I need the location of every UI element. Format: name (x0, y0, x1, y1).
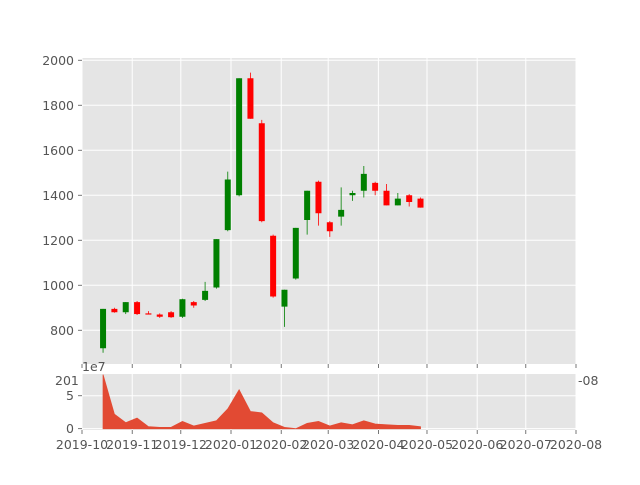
candle (224, 171, 231, 232)
candle (417, 197, 424, 208)
candle-body (236, 78, 243, 196)
candle (179, 298, 186, 318)
main-y-tick-label: 800 (50, 323, 74, 338)
overlapping-tick-fragment-right: -08 (578, 373, 598, 388)
candle-body (213, 239, 220, 288)
candle-body (122, 302, 129, 313)
main-y-tick-label: 1200 (42, 233, 74, 248)
vol-x-tick-label: 2020-03 (302, 437, 354, 452)
candle-body (258, 123, 265, 222)
price-grid (81, 58, 577, 364)
candle (349, 190, 356, 201)
candle (270, 234, 277, 298)
candle-body (315, 181, 322, 214)
main-y-tick-label: 1400 (42, 188, 74, 203)
vol-x-tick-label: 2019-11 (106, 437, 158, 452)
candle (100, 308, 107, 353)
vol-x-tick-label: 2020-06 (451, 437, 503, 452)
candle (190, 301, 197, 308)
candle-body (292, 227, 299, 279)
volume-x-ticks: 2019-102019-112019-122020-012020-022020-… (56, 430, 602, 452)
vol-x-tick-label: 2019-12 (155, 437, 207, 452)
price-x-ticks (81, 364, 577, 368)
candle-body (406, 195, 413, 202)
candle (111, 307, 118, 313)
candle (213, 239, 220, 289)
candle (383, 184, 390, 206)
price-panel: 800 1000 1200 1400 1600 1800 2000 (42, 53, 577, 368)
volume-y-ticks: 05 (66, 388, 82, 436)
candle-body (360, 173, 367, 191)
main-y-tick-label: 2000 (42, 53, 74, 68)
candle-body (270, 235, 277, 297)
candle-body (179, 299, 186, 317)
vol-x-tick-label: 2020-01 (205, 437, 257, 452)
candle (304, 190, 311, 235)
main-y-tick-label: 1600 (42, 143, 74, 158)
candle (372, 181, 379, 196)
candle (145, 311, 152, 315)
candle (406, 194, 413, 207)
vol-y-tick-label: 5 (66, 388, 74, 403)
candle-body (383, 190, 390, 206)
candle-body (190, 302, 197, 306)
vol-x-tick-label: 2019-10 (56, 437, 108, 452)
candle-body (326, 222, 333, 232)
candle-body (394, 198, 401, 206)
vol-x-tick-label: 2020-02 (255, 437, 307, 452)
candle-body (304, 190, 311, 220)
candle (326, 221, 333, 237)
candle (315, 180, 322, 226)
candle-body (247, 78, 254, 119)
vol-y-tick-label: 0 (66, 421, 74, 436)
candle (281, 289, 288, 327)
candle-body (111, 308, 118, 313)
vol-x-tick-label: 2020-05 (401, 437, 453, 452)
candle-body (156, 314, 163, 317)
volume-panel: 052019-102019-112019-122020-012020-02202… (56, 374, 602, 452)
candle-body (202, 290, 209, 300)
candle (394, 193, 401, 206)
main-y-tick-label: 1000 (42, 278, 74, 293)
volume-panel-background (82, 374, 576, 430)
vol-x-tick-label: 2020-07 (500, 437, 552, 452)
candle-body (100, 308, 107, 349)
candle-body (168, 312, 175, 318)
candle (202, 281, 209, 301)
candle (247, 72, 254, 119)
candle (338, 187, 345, 226)
candle (168, 311, 175, 318)
candle-body (134, 302, 141, 315)
candle-body (372, 182, 379, 191)
candle-body (145, 313, 152, 315)
candle-body (338, 209, 345, 217)
candle-body (417, 198, 424, 208)
candle (292, 227, 299, 280)
main-y-tick-label: 1800 (42, 98, 74, 113)
candle-body (349, 193, 356, 196)
candle (360, 166, 367, 198)
vol-x-tick-label: 2020-04 (352, 437, 404, 452)
price-panel-background (82, 58, 576, 364)
candlestick-series (100, 72, 424, 353)
price-y-ticks: 800 1000 1200 1400 1600 1800 2000 (42, 53, 82, 338)
candle (236, 78, 243, 197)
vol-x-tick-label: 2020-08 (550, 437, 602, 452)
candle (122, 302, 129, 315)
volume-offset-label: 1e7 (82, 359, 106, 374)
candle (134, 301, 141, 315)
candle-body (224, 179, 231, 231)
candle (258, 119, 265, 223)
overlapping-tick-fragment-left: 201 (55, 373, 79, 388)
volume-area (102, 374, 421, 430)
candle (156, 313, 163, 318)
candle-body (281, 289, 288, 307)
